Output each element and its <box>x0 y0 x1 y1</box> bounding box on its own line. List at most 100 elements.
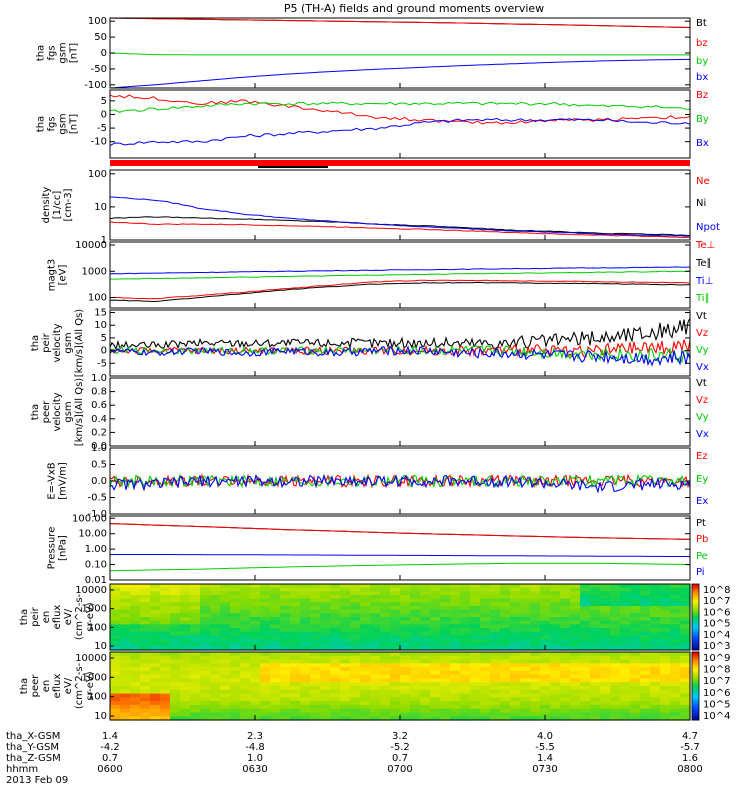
colorbar-segment <box>692 613 699 616</box>
heatmap-cell <box>300 652 311 657</box>
y-tick-label: 100 <box>88 293 107 304</box>
y-axis-label: [nT] <box>69 114 80 134</box>
heatmap-cell <box>420 682 431 687</box>
heatmap-cell <box>570 652 581 657</box>
heatmap-cell <box>530 716 541 721</box>
mode-bar <box>110 160 690 166</box>
heatmap-cell <box>420 670 431 676</box>
heatmap-cell <box>520 701 531 706</box>
heatmap-cell <box>130 584 141 589</box>
heatmap-cell <box>250 602 261 607</box>
heatmap-cell <box>200 667 211 672</box>
heatmap-cell <box>410 674 421 680</box>
heatmap-cell <box>520 678 531 683</box>
heatmap-cell <box>600 697 611 702</box>
heatmap-cell <box>650 678 661 683</box>
heatmap-cell <box>620 609 631 614</box>
heatmap-cell <box>400 659 411 664</box>
heatmap-cell <box>450 712 461 717</box>
heatmap-cell <box>570 609 581 614</box>
heatmap-cell <box>590 598 601 603</box>
heatmap-cell <box>310 716 321 721</box>
heatmap-cell <box>320 667 331 672</box>
heatmap-cell <box>150 697 161 702</box>
heatmap-cell <box>640 689 651 695</box>
heatmap-cell <box>500 584 511 589</box>
heatmap-cell <box>220 606 231 611</box>
heatmap-cell <box>300 716 311 721</box>
heatmap-cell <box>430 667 441 672</box>
heatmap-cell <box>480 659 491 664</box>
heatmap-cell <box>490 602 501 607</box>
heatmap-cell <box>460 624 471 629</box>
heatmap-cell <box>170 628 181 633</box>
heatmap-cell <box>160 697 171 702</box>
heatmap-cell <box>220 667 231 672</box>
heatmap-cell <box>290 602 301 607</box>
heatmap-cell <box>120 639 131 644</box>
heatmap-cell <box>250 617 261 622</box>
heatmap-cell <box>250 584 261 589</box>
heatmap-cell <box>600 639 611 644</box>
heatmap-cell <box>600 663 611 668</box>
heatmap-cell <box>640 716 651 721</box>
heatmap-cell <box>400 697 411 702</box>
heatmap-cell <box>250 613 261 618</box>
heatmap-cell <box>320 646 331 651</box>
heatmap-cell <box>540 591 551 596</box>
heatmap-cell <box>150 693 161 698</box>
heatmap-cell <box>270 602 281 607</box>
heatmap-cell <box>150 708 161 714</box>
heatmap-cell <box>500 686 511 691</box>
heatmap-cell <box>530 642 541 647</box>
heatmap-cell <box>420 678 431 683</box>
colorbar-segment <box>692 585 699 588</box>
orbit-label-date: 2013 Feb 09 <box>6 775 68 786</box>
heatmap-cell <box>620 587 631 592</box>
heatmap-cell <box>560 642 571 647</box>
heatmap-cell <box>500 598 511 603</box>
heatmap-cell <box>660 689 671 695</box>
heatmap-cell <box>120 701 131 706</box>
heatmap-cell <box>210 606 221 611</box>
heatmap-cell <box>110 708 121 714</box>
heatmap-cell <box>540 620 551 625</box>
colorbar-segment <box>692 636 699 639</box>
heatmap-cell <box>360 639 371 644</box>
heatmap-cell <box>210 689 221 695</box>
heatmap-cell <box>470 701 481 706</box>
heatmap-cell <box>410 613 421 618</box>
heatmap-cell <box>240 663 251 668</box>
heatmap-cell <box>110 655 121 661</box>
colorbar-tick-label: 10^5 <box>703 699 730 710</box>
heatmap-cell <box>630 646 641 651</box>
heatmap-cell <box>170 620 181 625</box>
heatmap-cell <box>290 587 301 592</box>
heatmap-cell <box>240 652 251 657</box>
heatmap-cell <box>290 670 301 676</box>
heatmap-cell <box>470 595 481 600</box>
heatmap-cell <box>330 708 341 714</box>
heatmap-cell <box>380 584 391 589</box>
colorbar-segment <box>692 706 699 709</box>
heatmap-cell <box>340 704 351 710</box>
y-tick-label: 100 <box>88 16 107 27</box>
heatmap-cell <box>320 670 331 676</box>
heatmap-cell <box>520 686 531 691</box>
heatmap-cell <box>200 642 211 647</box>
heatmap-cell <box>320 609 331 614</box>
heatmap-cell <box>370 708 381 714</box>
heatmap-cell <box>640 639 651 644</box>
heatmap-cell <box>550 678 561 683</box>
heatmap-cell <box>610 689 621 695</box>
heatmap-cell <box>340 712 351 717</box>
y-axis-label: velocity <box>52 323 63 362</box>
orbit-value-x: 3.2 <box>392 731 408 742</box>
heatmap-cell <box>390 678 401 683</box>
colorbar-segment <box>692 631 699 634</box>
colorbar-segment <box>692 608 699 611</box>
heatmap-cell <box>660 716 671 721</box>
heatmap-cell <box>140 659 151 664</box>
heatmap-cell <box>390 659 401 664</box>
